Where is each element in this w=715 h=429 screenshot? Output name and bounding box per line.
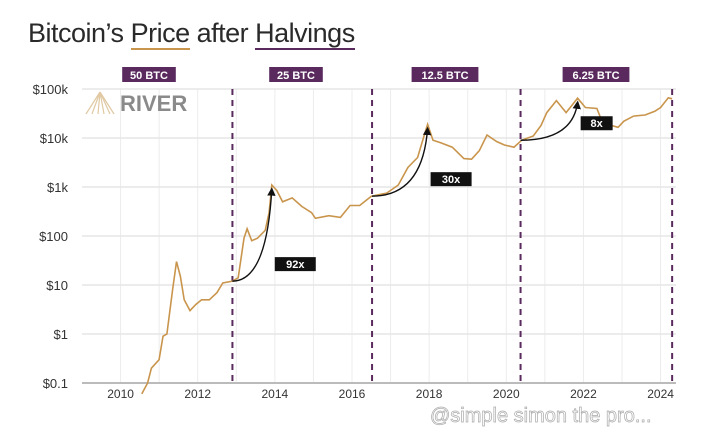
x-tick-label: 2012 [184,387,211,401]
y-tick-label: $1 [54,327,68,342]
river-logo-mark [85,91,115,115]
river-logo: RIVER [85,91,187,116]
halving-label-box [122,67,176,82]
watermark: @simple simon the pro... [430,405,652,428]
halving-label-box [411,67,479,82]
x-tick-label: 2018 [416,387,443,401]
y-tick-label: $1k [47,180,68,195]
x-tick-label: 2014 [262,387,289,401]
title-price: Price [130,18,190,50]
x-tick-label: 2024 [647,387,674,401]
multiplier-label: 8x [591,118,604,130]
halving-label-box [269,67,323,82]
x-tick-label: 2010 [107,387,134,401]
chart-title: Bitcoin’s Price after Halvings [28,18,355,50]
x-tick-label: 2020 [493,387,520,401]
growth-arrow [520,100,581,141]
multiplier-badge [580,116,613,131]
y-tick-label: $100k [33,82,69,97]
halving-label: 50 BTC [130,70,168,82]
growth-arrow [232,187,276,282]
y-tick-label: $0.1 [43,376,68,391]
x-tick-label: 2016 [339,387,366,401]
halving-label: 6.25 BTC [572,70,619,82]
title-word: Bitcoin’s [28,18,124,48]
y-tick-label: $100 [39,229,68,244]
y-tick-label: $10k [40,131,69,146]
price-line [141,96,673,395]
multiplier-badge [430,172,472,187]
title-word: after [196,18,249,48]
y-tick-label: $10 [46,278,68,293]
halving-label-box [562,67,630,82]
growth-arrow [372,126,432,197]
halving-label: 12.5 BTC [421,70,468,82]
multiplier-label: 30x [442,174,461,186]
multiplier-badge [274,257,316,272]
logo-text: RIVER [120,91,187,116]
multiplier-label: 92x [286,259,305,271]
x-tick-label: 2022 [570,387,597,401]
halving-label: 25 BTC [277,70,315,82]
title-halvings: Halvings [255,18,355,50]
